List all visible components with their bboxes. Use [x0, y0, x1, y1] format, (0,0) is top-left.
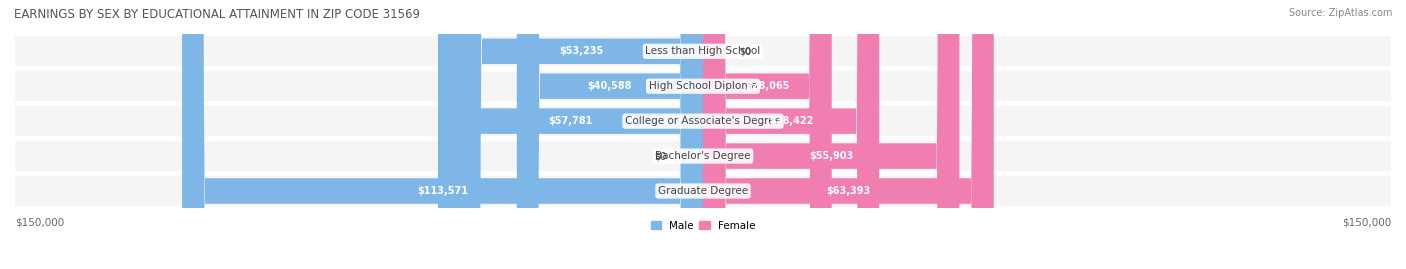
Text: $63,393: $63,393	[827, 186, 870, 196]
FancyBboxPatch shape	[703, 0, 994, 269]
Text: Graduate Degree: Graduate Degree	[658, 186, 748, 196]
FancyBboxPatch shape	[15, 106, 1391, 136]
Text: $150,000: $150,000	[15, 217, 65, 227]
FancyBboxPatch shape	[703, 0, 832, 269]
Text: College or Associate's Degree: College or Associate's Degree	[626, 116, 780, 126]
Text: EARNINGS BY SEX BY EDUCATIONAL ATTAINMENT IN ZIP CODE 31569: EARNINGS BY SEX BY EDUCATIONAL ATTAINMEN…	[14, 8, 420, 21]
FancyBboxPatch shape	[15, 71, 1391, 101]
Text: $113,571: $113,571	[418, 186, 468, 196]
Text: Bachelor's Degree: Bachelor's Degree	[655, 151, 751, 161]
Text: Less than High School: Less than High School	[645, 46, 761, 56]
Text: $150,000: $150,000	[1341, 217, 1391, 227]
FancyBboxPatch shape	[15, 36, 1391, 66]
FancyBboxPatch shape	[439, 0, 703, 269]
FancyBboxPatch shape	[703, 0, 879, 269]
Legend: Male, Female: Male, Female	[647, 216, 759, 235]
Text: $38,422: $38,422	[769, 116, 813, 126]
Text: $55,903: $55,903	[808, 151, 853, 161]
FancyBboxPatch shape	[183, 0, 703, 269]
Text: $53,235: $53,235	[558, 46, 603, 56]
Text: High School Diploma: High School Diploma	[648, 81, 758, 91]
Text: $40,588: $40,588	[588, 81, 633, 91]
Text: $0: $0	[740, 46, 752, 56]
Text: $57,781: $57,781	[548, 116, 593, 126]
FancyBboxPatch shape	[703, 0, 959, 269]
FancyBboxPatch shape	[15, 176, 1391, 206]
Text: $0: $0	[654, 151, 666, 161]
FancyBboxPatch shape	[15, 141, 1391, 171]
FancyBboxPatch shape	[517, 0, 703, 269]
FancyBboxPatch shape	[458, 0, 703, 269]
Text: Source: ZipAtlas.com: Source: ZipAtlas.com	[1288, 8, 1392, 18]
Text: $28,065: $28,065	[745, 81, 790, 91]
